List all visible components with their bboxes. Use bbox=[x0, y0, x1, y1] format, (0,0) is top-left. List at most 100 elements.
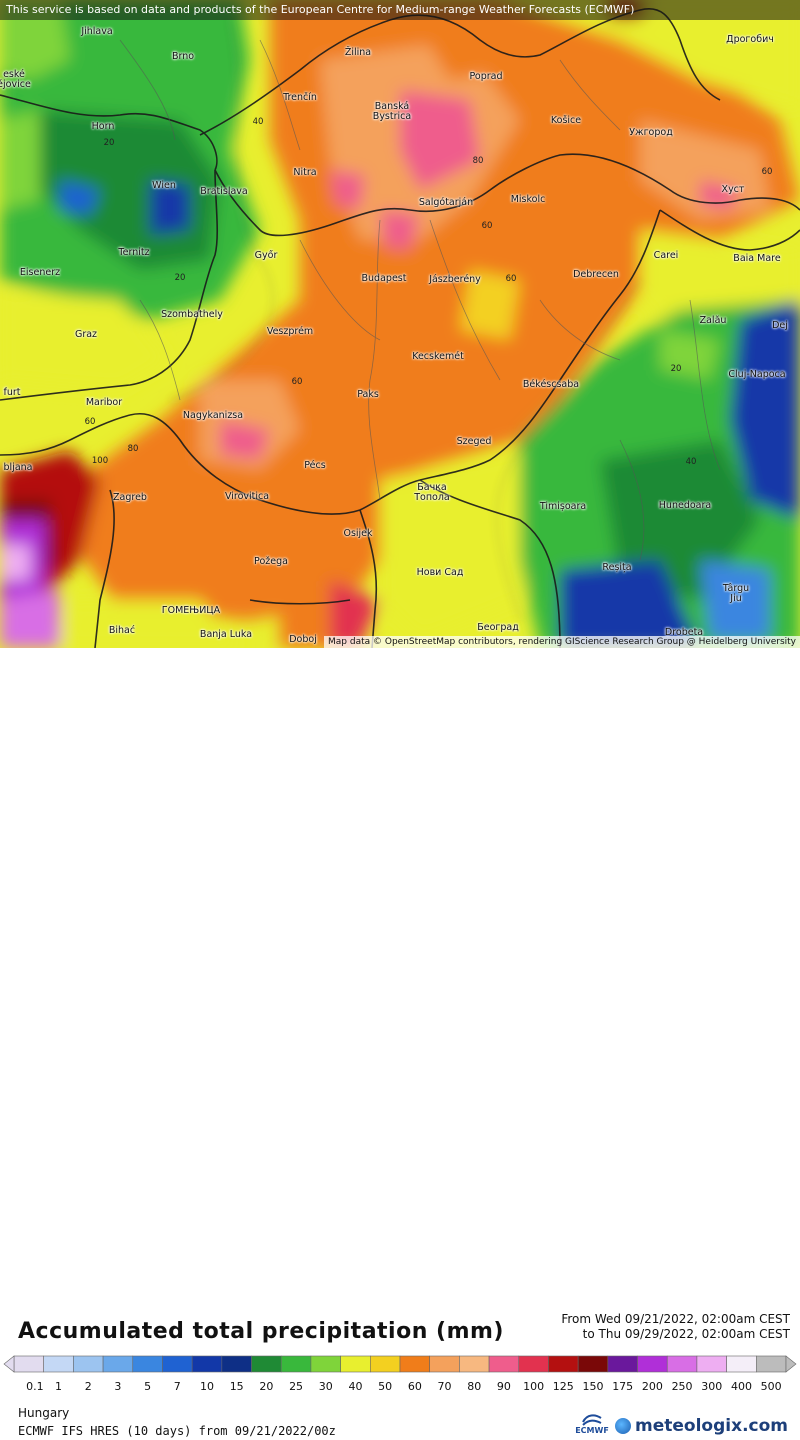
scale-tick-label: 20 bbox=[259, 1380, 274, 1393]
period-from: From Wed 09/21/2022, 02:00am CEST bbox=[561, 1312, 790, 1326]
city-label: Žilina bbox=[344, 47, 372, 58]
scale-tick-label: 150 bbox=[582, 1380, 604, 1393]
logos: ECMWF meteologix.com bbox=[575, 1412, 788, 1440]
scale-swatch bbox=[43, 1355, 74, 1373]
scale-tick-label: 500 bbox=[760, 1380, 782, 1393]
city-label: Košice bbox=[550, 115, 582, 126]
color-scale-bar bbox=[3, 1355, 797, 1373]
region-name: Hungary bbox=[18, 1406, 70, 1420]
scale-tick-label: 10 bbox=[200, 1380, 214, 1393]
scale-swatch bbox=[577, 1355, 609, 1373]
city-label: Бачка Топола bbox=[414, 482, 450, 503]
city-label: Graz bbox=[74, 329, 98, 340]
scale-tick-label: 175 bbox=[612, 1380, 634, 1393]
isohyet-label: 60 bbox=[505, 274, 517, 284]
precipitation-map: Jihlava Brno eské ějovice Žilina Poprad Дрого… bbox=[0, 0, 800, 648]
city-label: Wien bbox=[152, 180, 176, 191]
city-label: bljana bbox=[3, 462, 33, 473]
model-info: ECMWF IFS HRES (10 days) from 09/21/2022… bbox=[18, 1424, 336, 1438]
scale-tick-label: 1 bbox=[55, 1380, 63, 1393]
scale-max-arrow bbox=[785, 1355, 797, 1373]
scale-swatch bbox=[756, 1355, 787, 1373]
city-label: Budapest bbox=[361, 273, 407, 284]
scale-tick-label: 50 bbox=[378, 1380, 393, 1393]
city-label: Szeged bbox=[456, 436, 492, 447]
city-label: Ужгород bbox=[629, 127, 673, 138]
isohyet-label: 60 bbox=[761, 167, 773, 177]
city-label: Drobeta bbox=[664, 627, 704, 638]
city-label: furt bbox=[3, 387, 21, 398]
scale-tick-label: 2 bbox=[84, 1380, 92, 1393]
scale-swatch bbox=[726, 1355, 757, 1373]
city-label: Salgótarján bbox=[418, 197, 474, 208]
city-label: Dej bbox=[772, 320, 788, 331]
city-label: Jászberény bbox=[429, 274, 481, 285]
isohyet-label: 20 bbox=[670, 364, 682, 374]
scale-tick-label: 7 bbox=[173, 1380, 181, 1393]
city-label: Carei bbox=[653, 250, 679, 261]
isohyet-label: 60 bbox=[291, 377, 303, 387]
scale-tick-label: 70 bbox=[437, 1380, 452, 1393]
color-scale-ticks: 0.1 1 2 3 5 7 10 15 20 25 30 40 50 60 70 80 90 100 125 150 1… bbox=[0, 1380, 800, 1396]
city-label: Debrecen bbox=[573, 269, 619, 280]
city-label: Хуст bbox=[721, 184, 745, 195]
city-label: Győr bbox=[254, 250, 278, 261]
scale-tick-label: 5 bbox=[144, 1380, 152, 1393]
city-label: Reșița bbox=[602, 562, 632, 573]
city-label: Târgu Jiu bbox=[722, 583, 750, 604]
city-label: Timișoara bbox=[539, 501, 587, 512]
scale-swatch bbox=[429, 1355, 460, 1373]
scale-swatch bbox=[102, 1355, 134, 1373]
city-label: Ternitz bbox=[118, 247, 150, 258]
map-canvas bbox=[0, 0, 800, 648]
scale-swatch bbox=[132, 1355, 163, 1373]
isohyet-label: 100 bbox=[91, 456, 109, 466]
scale-tick-label: 0.1 bbox=[26, 1380, 44, 1393]
scale-swatch bbox=[459, 1355, 490, 1373]
scale-swatch bbox=[191, 1355, 223, 1373]
meteologix-logo[interactable]: meteologix.com bbox=[615, 1416, 788, 1436]
scale-swatch bbox=[13, 1355, 44, 1373]
ecmwf-logo[interactable]: ECMWF bbox=[575, 1412, 609, 1440]
scale-swatch bbox=[310, 1355, 341, 1373]
globe-icon bbox=[615, 1418, 632, 1434]
scale-swatch bbox=[370, 1355, 401, 1373]
scale-min-arrow bbox=[3, 1355, 15, 1373]
city-label: Cluj-Napoca bbox=[728, 369, 786, 380]
city-label: Bihać bbox=[108, 625, 136, 636]
city-label: Požega bbox=[254, 556, 288, 567]
city-label: Нови Сад bbox=[416, 567, 464, 578]
city-label: ГОМЕЊИЦА bbox=[161, 605, 221, 616]
scale-tick-label: 80 bbox=[467, 1380, 482, 1393]
ecmwf-logo-text: ECMWF bbox=[575, 1426, 609, 1435]
scale-tick-label: 400 bbox=[730, 1380, 752, 1393]
city-label: Szombathely bbox=[161, 309, 223, 320]
forecast-period: From Wed 09/21/2022, 02:00am CEST to Thu… bbox=[561, 1312, 790, 1342]
city-label: Eisenerz bbox=[19, 267, 61, 278]
city-label: Békéscsaba bbox=[522, 379, 580, 390]
city-label: Hunedoara bbox=[658, 500, 712, 511]
isohyet-label: 40 bbox=[685, 457, 697, 467]
legend-title: Accumulated total precipitation (mm) bbox=[18, 1319, 504, 1344]
scale-swatch bbox=[340, 1355, 371, 1373]
map-attribution[interactable]: Map data © OpenStreetMap contributors, r… bbox=[324, 636, 800, 648]
city-label: Pécs bbox=[304, 460, 326, 471]
city-label: Banská Bystrica bbox=[372, 101, 412, 122]
legend-panel: Accumulated total precipitation (mm) Fro… bbox=[0, 648, 800, 1438]
scale-tick-label: 40 bbox=[348, 1380, 363, 1393]
scale-tick-label: 90 bbox=[496, 1380, 511, 1393]
city-label: Poprad bbox=[469, 71, 503, 82]
isohyet-label: 80 bbox=[472, 156, 484, 166]
scale-swatch bbox=[488, 1355, 520, 1373]
scale-tick-label: 250 bbox=[671, 1380, 693, 1393]
isohyet-label: 20 bbox=[103, 138, 115, 148]
city-label: Horn bbox=[91, 121, 115, 132]
city-label: Baia Mare bbox=[733, 253, 781, 264]
city-label: Banja Luka bbox=[199, 629, 253, 640]
city-label: Doboj bbox=[289, 634, 317, 645]
scale-swatch bbox=[251, 1355, 282, 1373]
city-label: Veszprém bbox=[266, 326, 314, 337]
scale-tick-label: 15 bbox=[229, 1380, 244, 1393]
scale-swatch bbox=[696, 1355, 727, 1373]
scale-tick-label: 300 bbox=[701, 1380, 723, 1393]
